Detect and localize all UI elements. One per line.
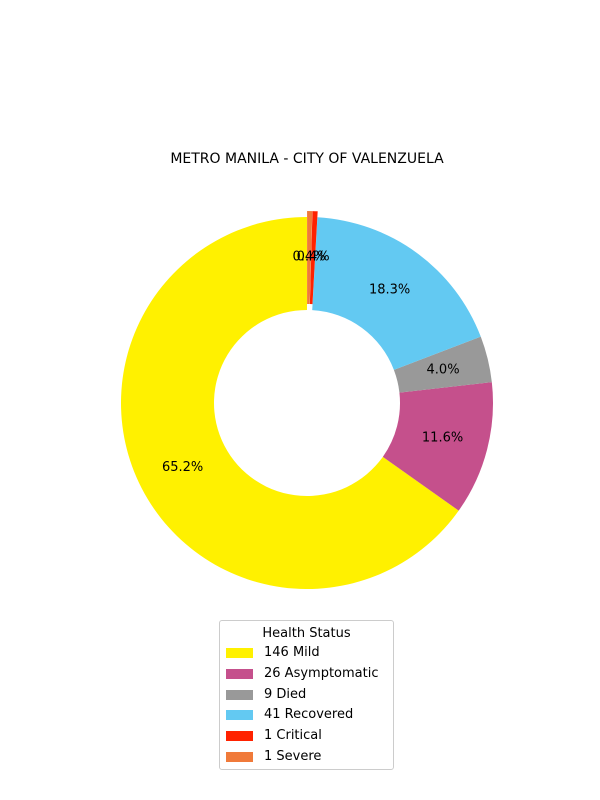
legend-title: Health Status xyxy=(262,626,351,641)
percent-label-recovered: 18.3% xyxy=(369,282,410,297)
legend-swatch xyxy=(226,668,253,679)
legend-item-mild: 146 Mild xyxy=(220,643,393,664)
legend-label: 1 Severe xyxy=(264,748,322,764)
legend-label: 146 Mild xyxy=(264,645,320,660)
chart-title: METRO MANILA - CITY OF VALENZUELA xyxy=(170,151,444,167)
legend-swatch xyxy=(226,689,253,700)
legend: Health Status 146 Mild 26 Asymptomatic 9 D… xyxy=(219,620,394,770)
legend-items: 146 Mild 26 Asymptomatic 9 Died 41 Recovere… xyxy=(220,643,393,768)
legend-label: 9 Died xyxy=(264,686,307,702)
legend-item-critical: 1 Critical xyxy=(220,726,393,747)
percent-label-asymptomatic: 11.6% xyxy=(422,430,463,445)
slice-severe xyxy=(307,211,313,305)
legend-swatch xyxy=(226,710,253,721)
percent-labels-group: 65.2% 11.6% 4.0% 18.3% 0.4%0.4% xyxy=(162,250,463,475)
slice-mild xyxy=(121,217,459,589)
percent-label-critical: 0.4% xyxy=(297,250,330,265)
slice-asymptomatic xyxy=(382,382,493,511)
legend-item-asymptomatic: 26 Asymptomatic xyxy=(220,664,393,685)
legend-item-severe: 1 Severe xyxy=(220,747,393,768)
legend-swatch xyxy=(226,731,253,742)
legend-item-died: 9 Died xyxy=(220,685,393,706)
legend-label: 26 Asymptomatic xyxy=(264,665,379,681)
percent-label-died: 4.0% xyxy=(427,362,460,377)
slice-critical xyxy=(309,211,318,305)
legend-item-recovered: 41 Recovered xyxy=(220,705,393,726)
slice-died xyxy=(393,336,492,393)
slices-group xyxy=(121,211,493,589)
legend-swatch xyxy=(226,648,253,658)
legend-swatch xyxy=(226,751,253,762)
legend-label: 41 Recovered xyxy=(264,707,354,723)
percent-label-severe: 0.4% xyxy=(293,250,326,265)
slice-recovered xyxy=(312,217,481,370)
percent-label-mild: 65.2% xyxy=(162,460,203,475)
legend-label: 1 Critical xyxy=(264,728,322,744)
